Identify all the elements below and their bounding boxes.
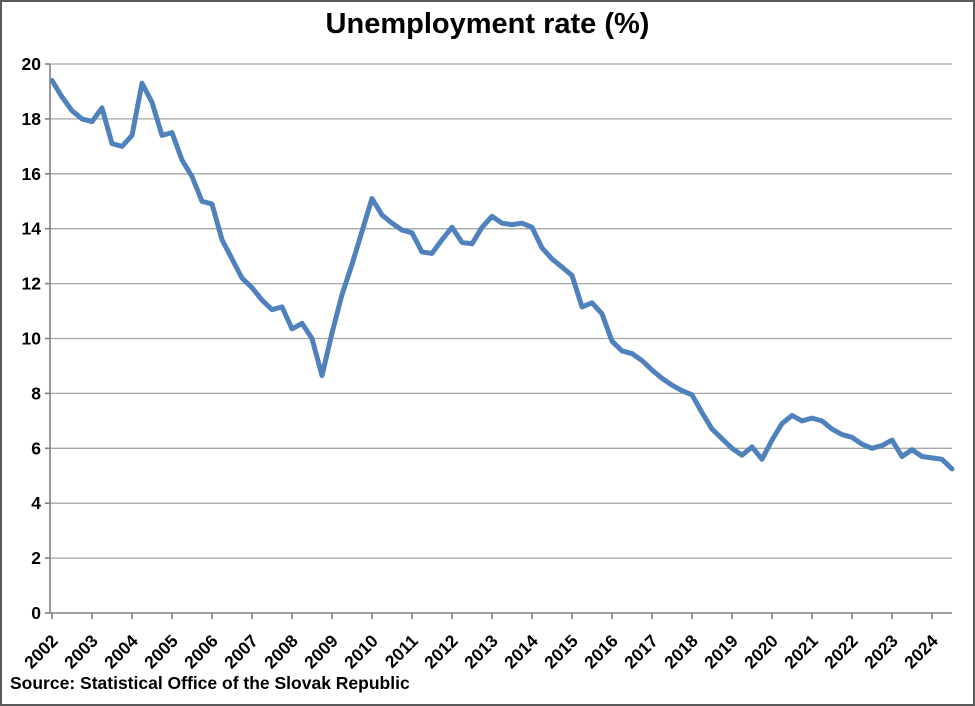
- x-axis-label: 2014: [500, 631, 542, 673]
- y-axis-label: 14: [22, 219, 42, 239]
- x-axis-label: 2007: [220, 631, 262, 673]
- x-axis-label: 2011: [381, 630, 422, 671]
- x-axis-label: 2005: [140, 631, 182, 673]
- chart-title: Unemployment rate (%): [325, 8, 650, 40]
- x-axis-label: 2015: [540, 631, 582, 673]
- x-axis-label: 2021: [780, 631, 822, 673]
- x-axis-label: 2017: [620, 631, 662, 673]
- x-axis-label: 2020: [740, 631, 782, 673]
- y-axis-label: 4: [31, 493, 41, 513]
- y-axis-label: 12: [22, 274, 42, 294]
- unemployment-rate-line: [49, 78, 955, 472]
- source-note: Source: Statistical Office of the Slovak…: [10, 673, 410, 693]
- x-axis-label: 2012: [420, 631, 462, 673]
- x-axis-label: 2016: [580, 631, 622, 673]
- x-axis-label: 2018: [660, 631, 702, 673]
- y-axis-label: 2: [31, 548, 41, 568]
- y-axis-label: 18: [22, 109, 42, 129]
- x-axis-label: 2023: [860, 631, 902, 673]
- y-axis-label: 20: [22, 54, 42, 74]
- y-axis-label: 10: [22, 329, 42, 349]
- y-axis-label: 8: [31, 383, 41, 403]
- x-axis-label: 2024: [900, 631, 942, 673]
- x-axis-label: 2022: [820, 631, 862, 673]
- y-axis-label: 6: [31, 438, 41, 458]
- x-axis-label: 2009: [300, 631, 342, 673]
- x-axis-label: 2013: [460, 631, 502, 673]
- x-axis-label: 2002: [20, 631, 62, 673]
- y-axis-label: 0: [31, 603, 41, 623]
- x-axis-label: 2004: [100, 631, 142, 673]
- x-axis-label: 2010: [340, 631, 382, 673]
- x-axis-label: 2006: [180, 631, 222, 673]
- y-axis-label: 16: [22, 164, 42, 184]
- x-axis-label: 2008: [260, 631, 302, 673]
- x-axis-label: 2003: [60, 631, 102, 673]
- x-axis-label: 2019: [700, 631, 742, 673]
